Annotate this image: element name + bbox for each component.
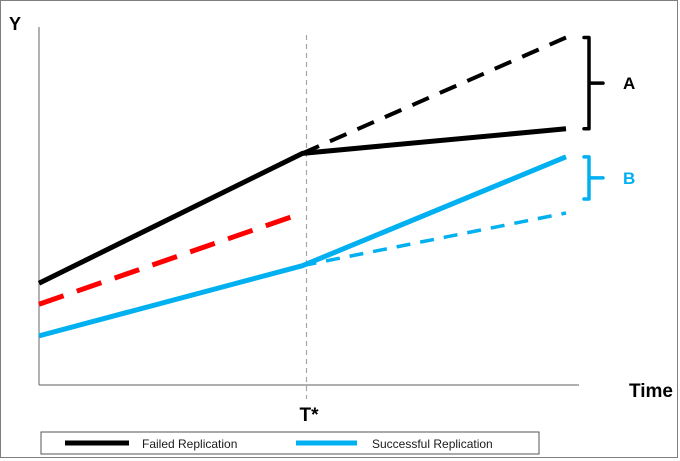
y-axis-label: Y bbox=[9, 14, 21, 34]
annotations: AB bbox=[582, 35, 635, 201]
legend-label-failed: Failed Replication bbox=[142, 437, 237, 451]
x-axis-label: Time bbox=[629, 381, 673, 402]
series-line-1-dashed bbox=[301, 35, 567, 156]
series-lines bbox=[37, 35, 567, 339]
bracket-label-b: B bbox=[623, 169, 635, 188]
bracket-b bbox=[582, 155, 605, 201]
legend: Failed Replication Successful Replicatio… bbox=[40, 431, 540, 455]
t-star-label: T* bbox=[300, 405, 320, 426]
legend-box bbox=[40, 431, 540, 455]
legend-label-successful: Successful Replication bbox=[372, 437, 493, 451]
bracket-a bbox=[582, 35, 605, 131]
series-line-4-dashed bbox=[302, 211, 567, 268]
bracket-label-a: A bbox=[623, 74, 635, 93]
series-line-2-dashed bbox=[38, 210, 304, 307]
axes bbox=[38, 27, 579, 386]
